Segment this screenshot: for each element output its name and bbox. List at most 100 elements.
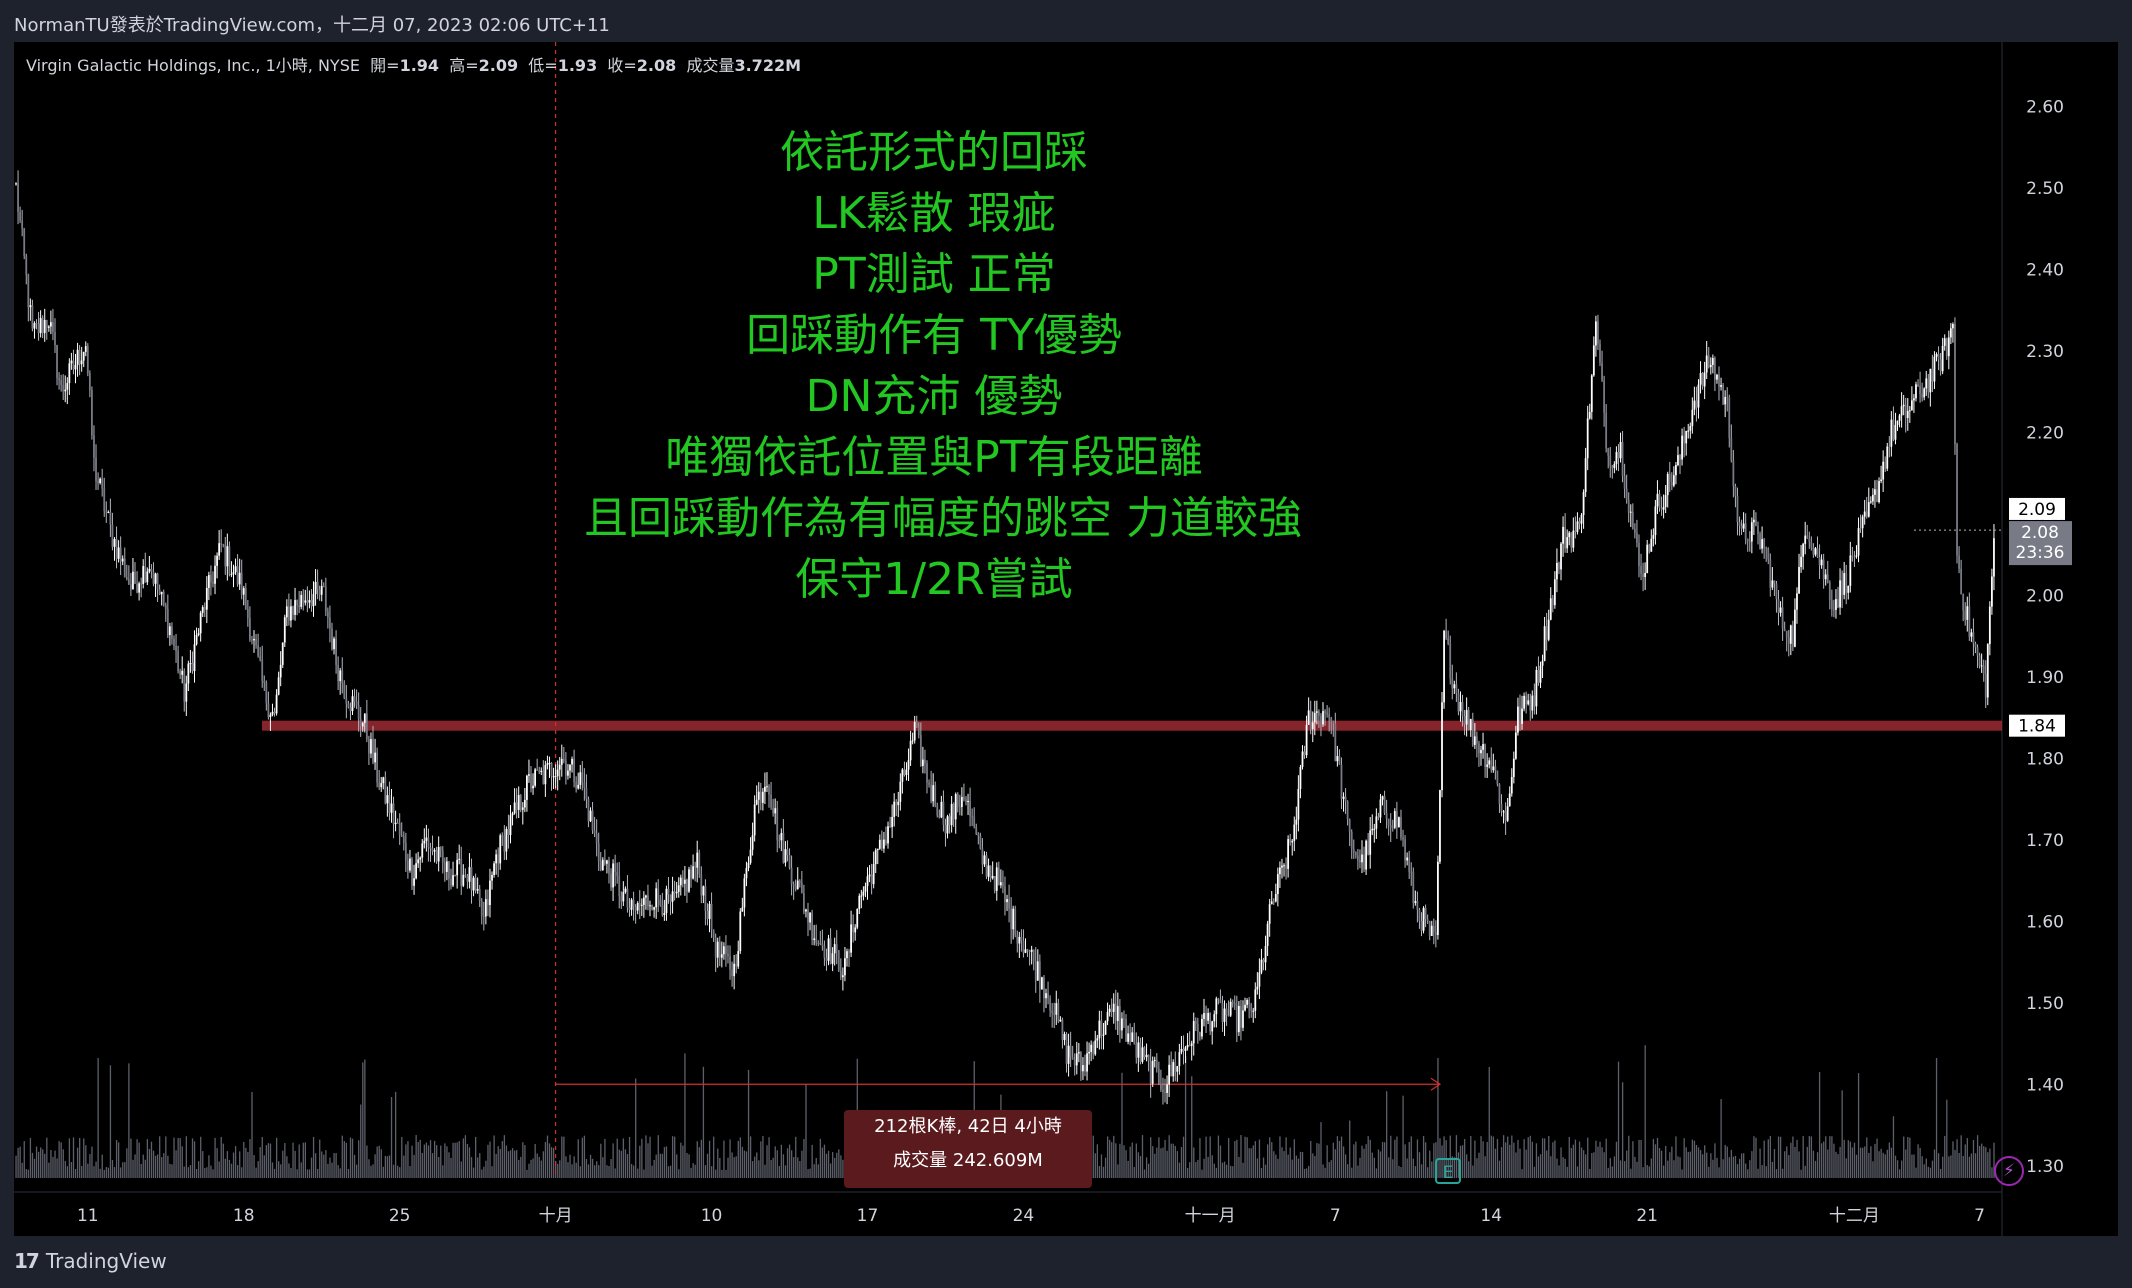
- candle-body: [1695, 400, 1698, 408]
- candle-body: [1301, 751, 1304, 767]
- volume-bar: [1880, 1148, 1882, 1178]
- volume-bar: [1367, 1136, 1369, 1178]
- candle-body: [162, 591, 165, 606]
- candle-body: [136, 583, 138, 593]
- tradingview-logo[interactable]: 17 TradingView: [14, 1249, 167, 1273]
- volume-bar: [604, 1138, 606, 1178]
- candle-body: [1709, 364, 1712, 368]
- candle-body: [1092, 1044, 1095, 1055]
- volume-bar: [483, 1166, 485, 1178]
- volume-bar: [366, 1145, 368, 1178]
- measure-bars: 212根K棒, 42日 4小時: [874, 1116, 1062, 1137]
- candle-body: [698, 852, 701, 875]
- candle-body: [1463, 716, 1466, 725]
- measure-info-box[interactable]: 212根K棒, 42日 4小時 成交量 242.609M: [844, 1110, 1092, 1188]
- volume-bar: [579, 1166, 581, 1178]
- candle-body: [1441, 702, 1443, 791]
- candle-body: [1338, 756, 1341, 765]
- candle-body: [1096, 1038, 1099, 1041]
- bolt-icon[interactable]: ⚡: [1994, 1156, 2024, 1186]
- volume-bar: [1451, 1156, 1453, 1178]
- symbol-name[interactable]: Virgin Galactic Holdings, Inc., 1小時, NYS…: [26, 56, 360, 75]
- chart-area[interactable]: 2.602.502.402.302.202.102.001.901.801.70…: [14, 42, 2118, 1236]
- candle-body: [706, 910, 709, 919]
- volume-bar: [641, 1138, 643, 1178]
- candle-body: [1203, 1012, 1205, 1019]
- candle-body: [677, 885, 680, 892]
- candle-body: [1512, 758, 1515, 777]
- volume-bar: [610, 1159, 612, 1178]
- volume-bar: [1786, 1146, 1788, 1178]
- volume-bar: [524, 1145, 526, 1178]
- candle-body: [1888, 446, 1891, 448]
- volume-bar: [1293, 1139, 1295, 1178]
- volume-bar: [1410, 1136, 1412, 1178]
- candle-body: [72, 360, 75, 370]
- volume-bar: [431, 1153, 434, 1178]
- earnings-icon[interactable]: E: [1435, 1158, 1461, 1184]
- candle-body: [708, 903, 711, 919]
- candle-body: [1800, 556, 1802, 568]
- candle-body: [1252, 1010, 1255, 1012]
- candle-body: [1535, 670, 1538, 707]
- volume-bar: [1223, 1161, 1226, 1178]
- candle-body: [831, 953, 834, 964]
- candle-body: [125, 577, 128, 580]
- volume-bar: [370, 1165, 372, 1178]
- volume-bar: [1258, 1139, 1261, 1178]
- volume-bar: [1303, 1168, 1306, 1178]
- volume-bar: [15, 1155, 17, 1178]
- volume-bar: [1121, 1072, 1123, 1178]
- candle-body: [1933, 356, 1936, 382]
- volume-bar: [795, 1136, 797, 1178]
- volume-bar: [1570, 1148, 1572, 1178]
- candle-body: [1500, 804, 1503, 812]
- volume-bar: [1628, 1135, 1630, 1178]
- candle-body: [915, 721, 918, 728]
- volume-bar: [819, 1138, 822, 1178]
- candle-body: [339, 670, 342, 682]
- volume-bar: [380, 1149, 382, 1178]
- candle-body: [573, 758, 575, 782]
- candle-body: [1722, 385, 1725, 405]
- volume-bar: [1636, 1161, 1638, 1178]
- candle-body: [351, 696, 354, 712]
- high-value: 2.09: [478, 56, 519, 75]
- candle-body: [751, 835, 754, 850]
- volume-bar: [1338, 1140, 1341, 1178]
- candle-body: [1073, 1059, 1076, 1066]
- volume-bar: [1585, 1154, 1587, 1178]
- candle-body: [1993, 538, 1995, 577]
- candle-body: [1281, 865, 1283, 868]
- volume-bar: [749, 1136, 752, 1178]
- candle-body: [975, 826, 978, 835]
- annotation-text[interactable]: 依託形式的回踩 LK鬆散 瑕疵 PT測試 正常 回踩動作有 TY優勢 DN充沛 …: [584, 122, 1302, 610]
- volume-bar: [1798, 1151, 1800, 1178]
- candle-body: [509, 815, 512, 835]
- publisher[interactable]: NormanTU發表於TradingView.com: [14, 15, 315, 36]
- candle-body: [1311, 722, 1314, 730]
- candle-body: [1449, 643, 1452, 679]
- candle-body: [1057, 1003, 1060, 1022]
- candle-body: [1876, 489, 1878, 503]
- candle-body: [1020, 937, 1023, 941]
- candle-body: [413, 878, 415, 886]
- candle-body: [1510, 776, 1513, 794]
- candle-body: [386, 795, 389, 804]
- volume-bar: [1839, 1146, 1841, 1178]
- candle-body: [567, 770, 569, 776]
- candle-body: [963, 796, 965, 800]
- volume-bar: [378, 1145, 380, 1178]
- candle-body: [173, 638, 175, 647]
- volume-bar: [585, 1159, 588, 1178]
- volume-bar: [1615, 1141, 1618, 1178]
- volume-bar: [1983, 1146, 1985, 1178]
- volume-bar: [228, 1159, 231, 1178]
- volume-bar: [1755, 1137, 1757, 1178]
- volume-bar: [407, 1141, 409, 1178]
- volume-bar: [1991, 1167, 1993, 1178]
- candle-body: [1605, 412, 1608, 449]
- candle-body: [207, 575, 210, 588]
- publish-datetime: 十二月 07, 2023 02:06 UTC+11: [332, 15, 610, 36]
- candle-body: [794, 885, 797, 890]
